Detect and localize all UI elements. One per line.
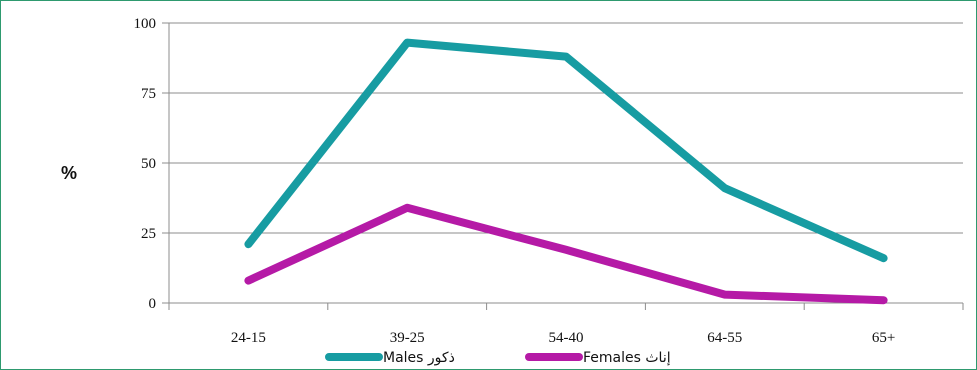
- legend-item: Males ذكور: [325, 350, 455, 366]
- data-point: [403, 204, 411, 212]
- x-tick-label: 54-40: [549, 330, 584, 346]
- axes: [162, 22, 964, 310]
- x-tick-label: 39-25: [390, 330, 425, 346]
- y-tick-label: 25: [141, 226, 156, 242]
- legend-label: Females إناث: [583, 350, 671, 366]
- y-tick-label: 100: [134, 16, 157, 32]
- data-point: [880, 254, 888, 262]
- series-lines: [244, 38, 888, 305]
- data-point: [880, 296, 888, 304]
- x-tick-label: 24-15: [231, 330, 266, 346]
- series-line-0: [244, 38, 888, 263]
- legend-item: Females إناث: [525, 350, 671, 366]
- legend: Males ذكور Females إناث: [325, 350, 671, 366]
- data-point: [244, 240, 252, 248]
- data-point: [562, 246, 570, 254]
- y-tick-label: 50: [141, 156, 156, 172]
- x-tick-labels: 24-15 39-25 54-40 64-55 65+: [231, 330, 895, 346]
- data-point: [721, 291, 729, 299]
- legend-label: Males ذكور: [383, 350, 455, 366]
- y-axis-label: %: [61, 163, 77, 183]
- data-point: [403, 39, 411, 47]
- x-tick-label: 65+: [872, 330, 895, 346]
- data-point: [562, 53, 570, 61]
- series-line-1: [244, 203, 888, 305]
- y-tick-labels: 0 25 50 75 100: [134, 16, 157, 312]
- data-point: [244, 277, 252, 285]
- y-tick-label: 0: [149, 296, 157, 312]
- data-point: [721, 184, 729, 192]
- x-tick-label: 64-55: [707, 330, 742, 346]
- y-tick-label: 75: [141, 86, 156, 102]
